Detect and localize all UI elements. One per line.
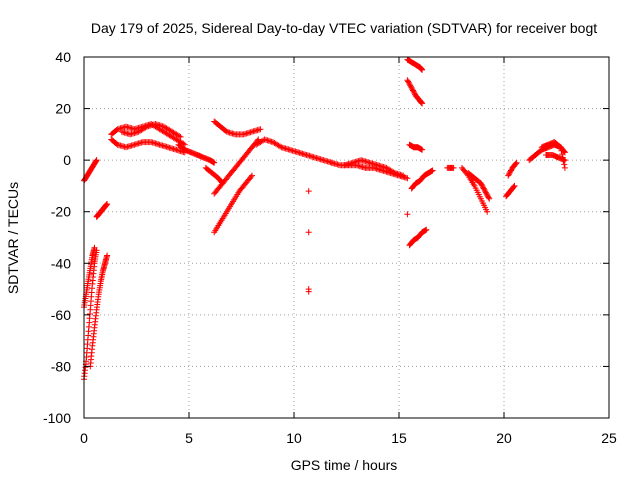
data-point xyxy=(247,173,254,180)
x-tick-label: 5 xyxy=(185,430,193,446)
data-point xyxy=(400,172,407,179)
data-point xyxy=(512,160,519,167)
chart-title: Day 179 of 2025, Sidereal Day-to-day VTE… xyxy=(91,20,597,36)
data-point xyxy=(409,86,416,93)
data-point xyxy=(486,195,493,202)
data-point xyxy=(93,157,100,164)
y-axis-label: SDTVAR / TECUs xyxy=(5,182,21,294)
data-point xyxy=(558,147,565,154)
x-tick-label: 25 xyxy=(601,430,617,446)
y-tick-label: -20 xyxy=(51,204,71,220)
data-point xyxy=(405,79,412,86)
x-tick-label: 15 xyxy=(391,430,407,446)
y-tick-label: -40 xyxy=(51,255,71,271)
data-point xyxy=(404,175,411,182)
data-point xyxy=(410,88,417,95)
plot-frame xyxy=(83,56,610,419)
x-axis-label: GPS time / hours xyxy=(291,457,398,473)
data-point xyxy=(177,133,184,140)
data-point xyxy=(404,77,411,84)
data-point xyxy=(211,159,218,166)
data-point xyxy=(305,188,312,195)
data-point xyxy=(249,172,255,179)
data-point xyxy=(505,172,512,179)
data-point xyxy=(480,184,486,191)
data-point xyxy=(419,146,426,153)
data-point xyxy=(91,244,98,251)
axis-ticks: 0 5 10 15 20 25 40 20 0 -20 -40 -60 -80 -100 xyxy=(43,49,617,446)
data-point xyxy=(423,226,430,233)
data-point xyxy=(142,124,149,131)
data-point xyxy=(104,252,111,259)
data-point xyxy=(390,169,397,176)
data-point xyxy=(511,182,518,189)
data-point xyxy=(419,66,426,73)
data-point xyxy=(505,171,512,178)
data-point xyxy=(305,229,312,236)
data-point xyxy=(429,167,436,174)
data-point xyxy=(557,144,564,151)
data-point xyxy=(411,90,418,97)
data-point xyxy=(410,87,416,94)
data-point xyxy=(450,164,457,171)
data-point xyxy=(485,194,492,201)
data-point xyxy=(180,140,187,147)
data-point xyxy=(479,182,486,189)
y-tick-label: 0 xyxy=(63,152,71,168)
data-point xyxy=(556,143,563,150)
data-point xyxy=(482,189,489,196)
data-point xyxy=(405,78,412,85)
data-point xyxy=(477,180,484,187)
data-point xyxy=(305,288,312,295)
data-point xyxy=(419,100,426,107)
data-point xyxy=(561,164,568,171)
data-point xyxy=(510,183,517,190)
x-tick-label: 20 xyxy=(496,430,512,446)
data-point xyxy=(181,141,188,148)
y-tick-label: -60 xyxy=(51,307,71,323)
grid xyxy=(84,57,609,418)
data-point xyxy=(484,208,491,215)
data-point xyxy=(406,81,413,88)
y-tick-label: -100 xyxy=(43,410,71,426)
data-point xyxy=(277,143,283,150)
data-point xyxy=(480,185,487,192)
data-point xyxy=(257,126,264,133)
data-point xyxy=(561,157,568,164)
data-point xyxy=(104,201,111,207)
data-point xyxy=(408,84,415,91)
x-tick-label: 0 xyxy=(80,430,88,446)
data-point xyxy=(482,188,489,195)
y-tick-label: 20 xyxy=(55,101,71,117)
y-tick-label: -80 xyxy=(51,358,71,374)
data-point xyxy=(404,211,411,218)
data-point xyxy=(176,133,183,140)
data-point xyxy=(508,167,514,174)
y-tick-label: 40 xyxy=(55,49,71,65)
x-tick-label: 10 xyxy=(286,430,302,446)
data-point xyxy=(513,159,520,166)
data-point xyxy=(478,181,485,188)
data-point xyxy=(484,193,491,200)
data-point xyxy=(481,186,488,193)
data-points xyxy=(81,56,568,383)
